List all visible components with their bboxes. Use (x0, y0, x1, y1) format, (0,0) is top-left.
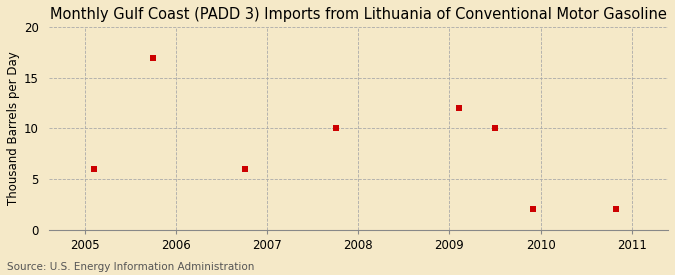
Y-axis label: Thousand Barrels per Day: Thousand Barrels per Day (7, 51, 20, 205)
Text: Source: U.S. Energy Information Administration: Source: U.S. Energy Information Administ… (7, 262, 254, 272)
Point (148, 56, 159, 60)
Point (611, 207, 622, 211)
Point (453, 106, 464, 110)
Point (330, 126, 341, 131)
Title: Monthly Gulf Coast (PADD 3) Imports from Lithuania of Conventional Motor Gasolin: Monthly Gulf Coast (PADD 3) Imports from… (50, 7, 667, 22)
Point (89, 167, 100, 171)
Point (489, 126, 500, 131)
Point (528, 207, 539, 211)
Point (239, 167, 250, 171)
